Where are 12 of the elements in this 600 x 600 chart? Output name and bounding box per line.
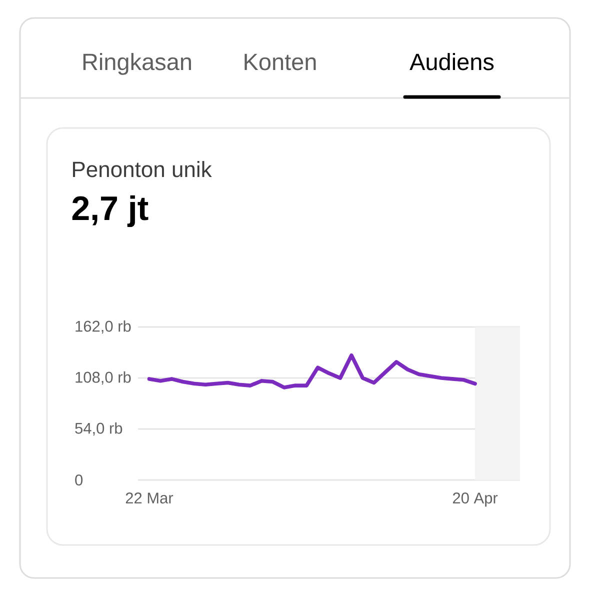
y-tick-label: 0 (75, 474, 83, 486)
y-tick-label: 162,0 rb (76, 320, 131, 334)
y-tick-label: 108,0 rb (76, 371, 131, 385)
chart-subtitle: 2,7 jt (72, 195, 148, 228)
text: Ringkasan (83, 52, 191, 75)
chart-title: Penonton unik (73, 161, 212, 178)
line-series (147, 353, 477, 390)
y-tick-label: 54,0 rb (75, 422, 122, 436)
text: Audiens (410, 52, 494, 70)
x-tick-label: 20 Apr (453, 492, 498, 507)
text: Konten (244, 54, 316, 70)
x-tick-label: 22 Mar (126, 492, 174, 504)
